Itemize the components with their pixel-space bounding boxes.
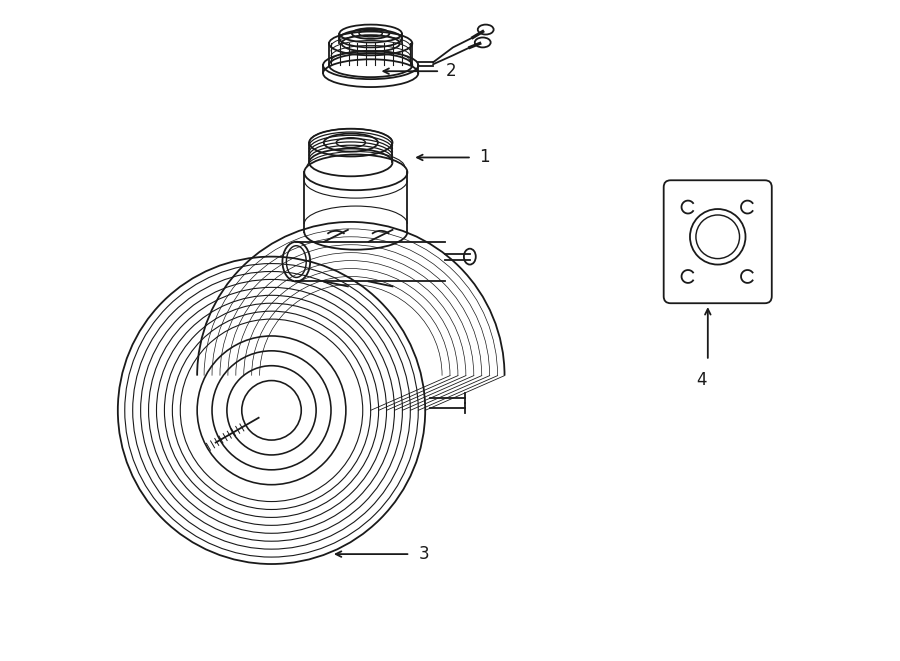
Text: 1: 1 [479, 149, 490, 167]
Text: 4: 4 [696, 371, 706, 389]
Text: 3: 3 [418, 545, 429, 563]
Text: 2: 2 [446, 62, 456, 80]
